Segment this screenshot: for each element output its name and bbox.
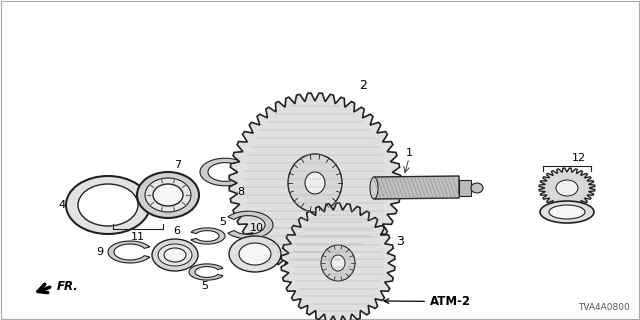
Bar: [459, 180, 471, 196]
Text: 5: 5: [220, 217, 227, 227]
Polygon shape: [281, 203, 395, 320]
Ellipse shape: [239, 243, 271, 265]
Text: FR.: FR.: [56, 280, 78, 293]
Ellipse shape: [331, 255, 345, 271]
Text: 9: 9: [97, 247, 104, 257]
Text: 6: 6: [173, 226, 180, 236]
Text: 12: 12: [572, 153, 586, 163]
Ellipse shape: [471, 183, 483, 193]
Ellipse shape: [370, 177, 378, 199]
Ellipse shape: [153, 184, 183, 206]
Ellipse shape: [137, 172, 199, 218]
Polygon shape: [374, 176, 459, 199]
Text: 2: 2: [359, 78, 367, 92]
Text: 8: 8: [237, 187, 244, 197]
Ellipse shape: [152, 239, 198, 271]
Text: 10: 10: [250, 223, 264, 233]
Polygon shape: [189, 264, 223, 280]
Ellipse shape: [145, 178, 191, 212]
Ellipse shape: [158, 244, 192, 266]
Polygon shape: [191, 228, 225, 244]
Ellipse shape: [229, 236, 281, 272]
Text: 5: 5: [202, 281, 209, 291]
Polygon shape: [200, 158, 245, 186]
Text: 7: 7: [175, 160, 182, 170]
Ellipse shape: [556, 180, 578, 196]
Text: ATM-2: ATM-2: [384, 295, 471, 308]
Text: 4: 4: [58, 200, 65, 210]
Ellipse shape: [164, 248, 186, 262]
Ellipse shape: [305, 172, 325, 194]
Polygon shape: [228, 211, 273, 239]
Ellipse shape: [78, 184, 138, 226]
Ellipse shape: [321, 245, 355, 281]
Ellipse shape: [549, 205, 585, 219]
Text: TVA4A0800: TVA4A0800: [579, 303, 630, 312]
Polygon shape: [108, 241, 150, 263]
Text: 3: 3: [396, 235, 404, 247]
Ellipse shape: [66, 176, 150, 234]
Ellipse shape: [288, 154, 342, 212]
Text: 1: 1: [406, 148, 413, 158]
Text: 11: 11: [131, 232, 145, 242]
Ellipse shape: [540, 201, 594, 223]
Polygon shape: [229, 93, 401, 273]
Polygon shape: [539, 168, 595, 208]
